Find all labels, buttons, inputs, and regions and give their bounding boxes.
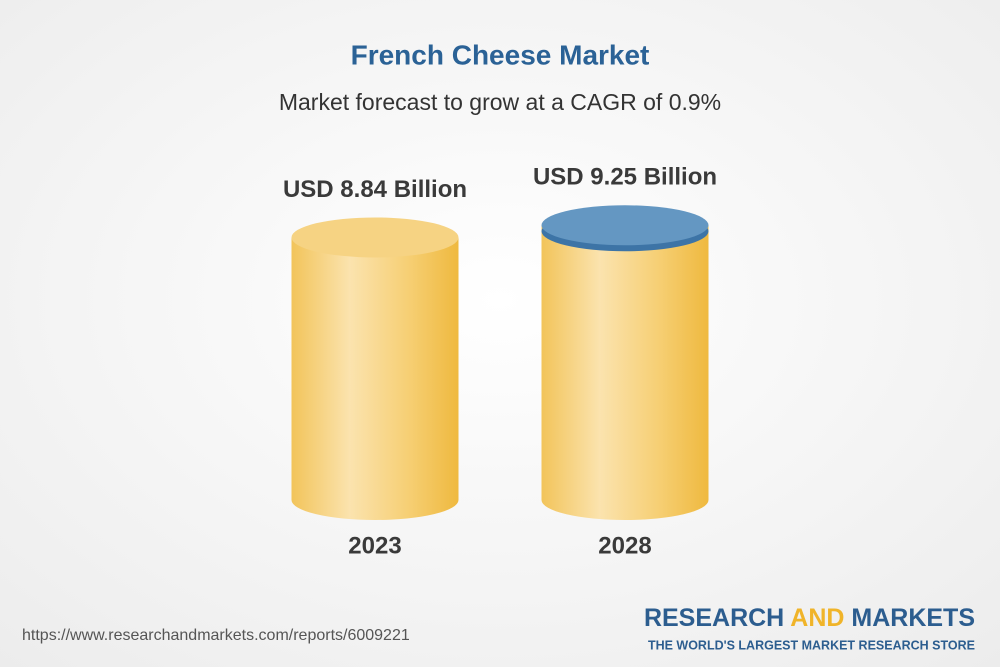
value-label: USD 9.25 Billion [533, 164, 717, 191]
cylinder-cap [291, 217, 459, 258]
value-label: USD 8.84 Billion [283, 176, 467, 203]
brand-word: MARKETS [851, 604, 975, 632]
chart-subtitle: Market forecast to grow at a CAGR of 0.9… [279, 89, 721, 115]
brand-logo: RESEARCH AND MARKETS [644, 604, 975, 632]
brand-word: RESEARCH [644, 604, 784, 632]
brand-tagline: THE WORLD'S LARGEST MARKET RESEARCH STOR… [648, 638, 975, 652]
brand-word: AND [790, 604, 844, 632]
chart-title: French Cheese Market [351, 39, 650, 70]
x-tick-label: 2028 [598, 532, 651, 559]
cylinder-body [291, 237, 459, 520]
cylinder-cap [541, 205, 709, 246]
x-tick-label: 2023 [348, 532, 401, 559]
source-url[interactable]: https://www.researchandmarkets.com/repor… [22, 627, 410, 644]
cylinder-body [541, 225, 709, 520]
